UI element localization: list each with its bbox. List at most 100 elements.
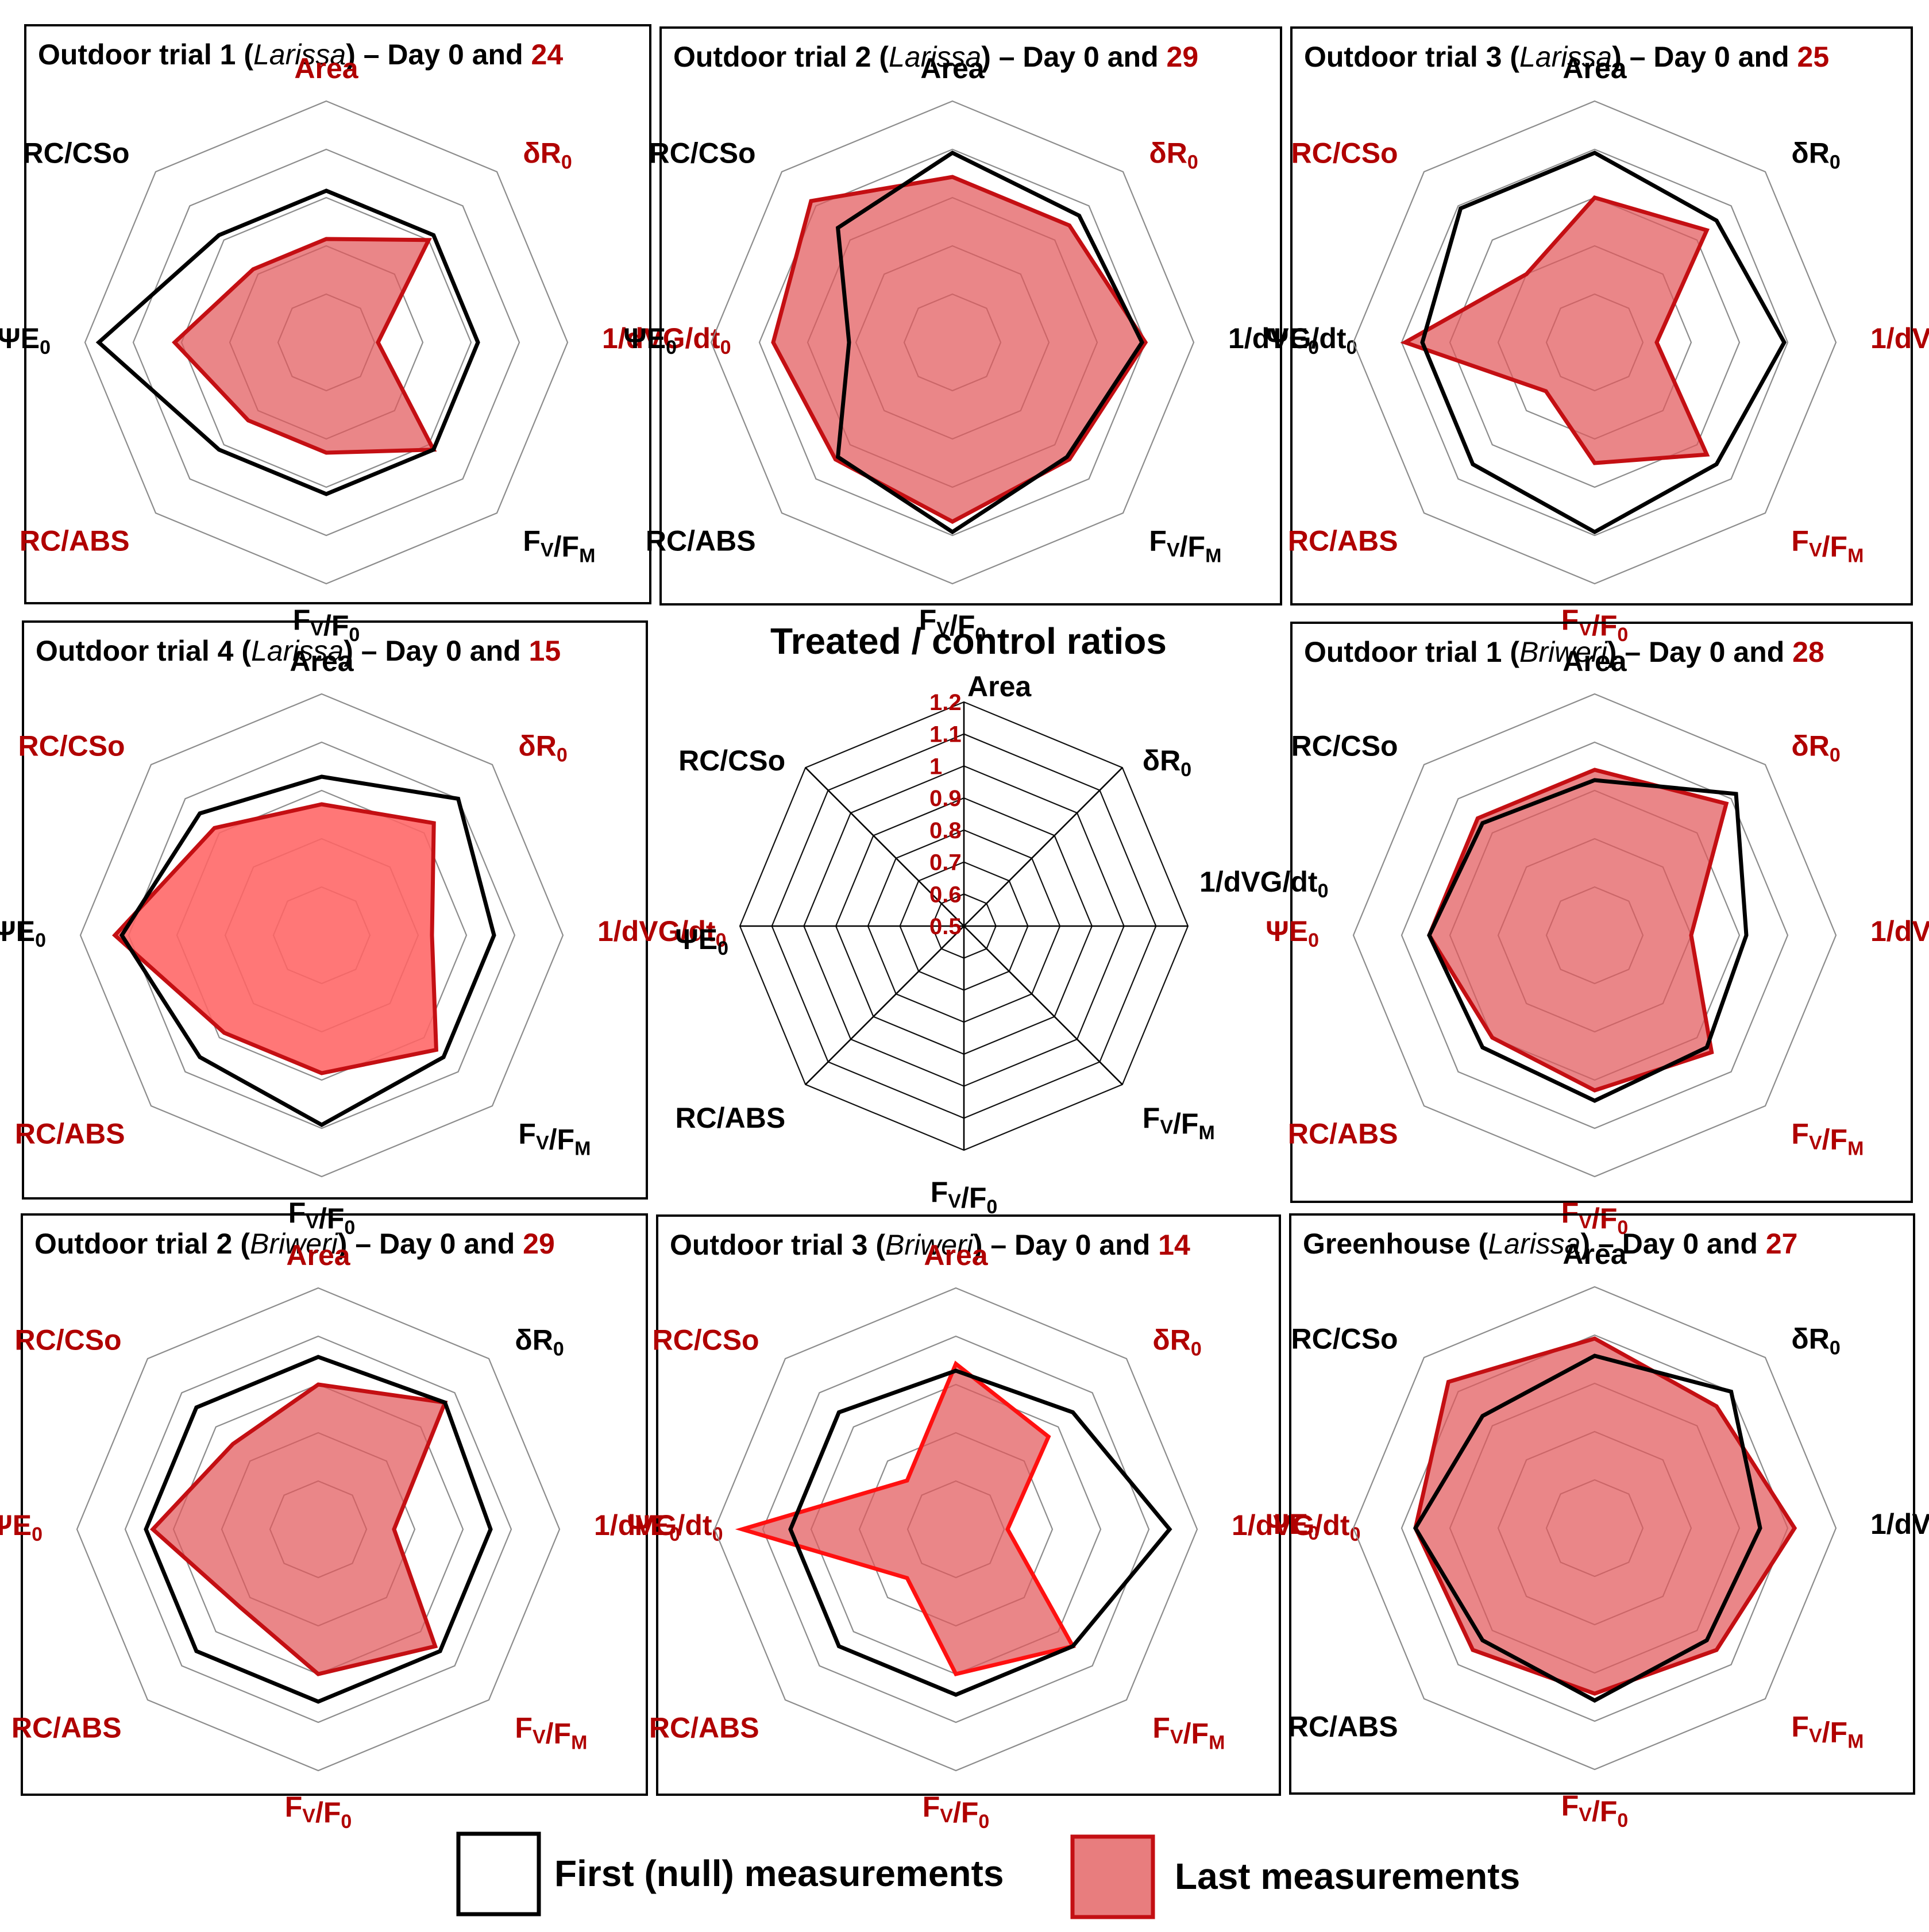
legend-swatch-last — [1070, 1834, 1155, 1919]
panel-frame — [656, 1214, 1281, 1796]
axis-label-r0: δR0 — [518, 730, 567, 766]
grid-ring — [710, 100, 1195, 585]
axis-label-fv-f0: FV/F0 — [288, 1197, 356, 1239]
axis-label-fv-fm: FV/FM — [523, 525, 595, 566]
center-title: Treated / control ratios — [770, 620, 1167, 662]
center-spoke — [805, 925, 964, 1085]
panel-frame — [659, 26, 1282, 606]
grid-ring — [1401, 741, 1789, 1129]
title-day: 28 — [1792, 636, 1824, 668]
grid-ring — [128, 741, 516, 1129]
axis-label-area: Area — [290, 645, 354, 677]
center-axis-labels: Area δR0 1/dVG/dt0 FV/FM FV/F0 RC/ABS ΨE0 RC/CS… — [675, 670, 1328, 1218]
series-last-polygon — [1413, 1336, 1797, 1696]
axis-label-1-dvg-dt0: 1/dVG/dt0 — [1870, 1508, 1929, 1544]
axis-label-fv-f0: FV/F0 — [919, 604, 986, 646]
axis-label-e0: ΨE0 — [623, 322, 677, 358]
center-axis-label-1-dvg-dt0: 1/dVG/dt0 — [1199, 866, 1329, 902]
panel-frame — [1290, 26, 1913, 606]
axis-label-fv-f0: FV/F0 — [1561, 1197, 1629, 1239]
axis-label-r0: δR0 — [1791, 137, 1840, 173]
axis-label-e0: ΨE0 — [0, 1509, 43, 1545]
panel-title: Outdoor trial 1 (Briweri) – Day 0 and 28 — [1304, 636, 1824, 668]
axis-label-e0: ΨE0 — [0, 322, 51, 358]
grid-ring — [124, 1335, 512, 1723]
title-day: 29 — [1167, 41, 1199, 73]
title-mid: ) – Day 0 and — [1580, 1228, 1765, 1260]
radar-panel-3: Outdoor trial 3 (Larissa) – Day 0 and 25… — [1266, 26, 1929, 646]
series-last-polygon — [771, 175, 1148, 524]
grid-ring — [76, 1287, 561, 1772]
radar-panel-5: Outdoor trial 1 (Briweri) – Day 0 and 28… — [1266, 622, 1929, 1239]
title-cultivar: Larissa — [251, 635, 344, 667]
legend: First (null) measurements Last measureme… — [456, 1831, 1520, 1919]
axis-label-r0: δR0 — [1152, 1324, 1201, 1360]
center-reference-chart: Treated / control ratios 1.2 1.1 1 0.9 0.8 0.… — [675, 620, 1328, 1218]
axis-label-fv-fm: FV/FM — [1791, 1117, 1864, 1159]
axis-label-area: Area — [1563, 645, 1627, 677]
title-cultivar: Larissa — [1519, 41, 1612, 73]
center-tick-labels: 1.2 1.1 1 0.9 0.8 0.7 0.6 0.5 — [929, 690, 962, 939]
center-tick-label: 1.1 — [929, 722, 962, 747]
grid-ring — [1352, 100, 1837, 585]
axis-label-rc-cso: RC/CSo — [18, 730, 125, 762]
axis-label-rc-abs: RC/ABS — [646, 525, 756, 557]
panel-title: Outdoor trial 1 (Larissa) – Day 0 and 24 — [38, 38, 563, 71]
radar-panel-4: Outdoor trial 4 (Larissa) – Day 0 and 15… — [0, 620, 727, 1239]
title-mid: ) – Day 0 and — [973, 1229, 1158, 1261]
grid-ring — [1352, 693, 1837, 1178]
axis-label-rc-abs: RC/ABS — [1288, 1710, 1398, 1742]
title-day: 14 — [1158, 1229, 1190, 1261]
axis-label-fv-f0: FV/F0 — [285, 1791, 352, 1833]
axis-label-fv-fm: FV/FM — [1791, 525, 1864, 566]
series-first-polygon — [1420, 151, 1787, 535]
grid-ring — [1449, 196, 1741, 488]
axis-label-fv-f0: FV/F0 — [293, 604, 360, 646]
panel-title: Outdoor trial 2 (Briweri) – Day 0 and 29 — [34, 1228, 555, 1260]
center-spoke — [963, 925, 1123, 1085]
center-axis-label-e0: ΨE0 — [675, 923, 728, 959]
title-day: 25 — [1797, 41, 1830, 73]
title-cultivar: Briweri — [885, 1229, 974, 1261]
axis-label-r0: δR0 — [1791, 730, 1840, 766]
grid-ring — [84, 100, 569, 585]
axis-label-e0: ΨE0 — [1266, 1508, 1319, 1544]
title-prefix: Outdoor trial 3 ( — [1304, 41, 1519, 73]
axis-label-r0: δR0 — [523, 137, 572, 173]
axis-label-rc-cso: RC/CSo — [1291, 137, 1398, 169]
axis-label-fv-fm: FV/FM — [515, 1711, 587, 1753]
center-axis-label-rc-abs: RC/ABS — [676, 1102, 786, 1134]
series-first-polygon — [95, 188, 480, 496]
panel-title: Outdoor trial 3 (Briweri) – Day 0 and 14 — [670, 1229, 1190, 1261]
radar-panels: Outdoor trial 1 (Larissa) – Day 0 and 24… — [0, 24, 1929, 1833]
series-first-polygon — [1427, 778, 1749, 1103]
center-tick-label: 0.8 — [929, 818, 962, 843]
center-axis-label-rc-cso: RC/CSo — [678, 745, 785, 777]
panel-title: Outdoor trial 3 (Larissa) – Day 0 and 25 — [1304, 41, 1829, 73]
axis-label-area: Area — [1563, 52, 1627, 84]
title-prefix: Outdoor trial 2 ( — [34, 1228, 250, 1260]
axis-label-rc-abs: RC/ABS — [1288, 1117, 1398, 1150]
center-tick-label: 1 — [929, 754, 942, 779]
axis-label-r0: δR0 — [515, 1324, 564, 1360]
panel-frame — [24, 24, 651, 604]
title-mid: ) – Day 0 and — [344, 635, 528, 667]
title-cultivar: Larissa — [889, 41, 981, 73]
series-first-polygon — [1413, 1353, 1762, 1703]
grid-ring — [1401, 148, 1789, 537]
center-tick-label: 0.7 — [929, 850, 962, 876]
series-last-polygon — [172, 237, 437, 455]
axis-label-rc-abs: RC/ABS — [1288, 525, 1398, 557]
title-mid: ) – Day 0 and — [1612, 41, 1797, 73]
axis-label-area: Area — [920, 52, 985, 84]
center-tick-label: 0.9 — [929, 786, 962, 811]
axis-label-rc-abs: RC/ABS — [20, 525, 130, 557]
panel-frame — [1289, 1213, 1915, 1795]
title-mid: ) – Day 0 and — [346, 38, 531, 71]
axis-label-fv-f0: FV/F0 — [923, 1791, 990, 1833]
series-last-polygon — [112, 802, 439, 1075]
legend-swatch-first — [456, 1831, 541, 1916]
axis-label-rc-abs: RC/ABS — [11, 1711, 122, 1744]
title-prefix: Greenhouse ( — [1303, 1228, 1488, 1260]
axis-label-fv-fm: FV/FM — [1152, 1711, 1225, 1753]
